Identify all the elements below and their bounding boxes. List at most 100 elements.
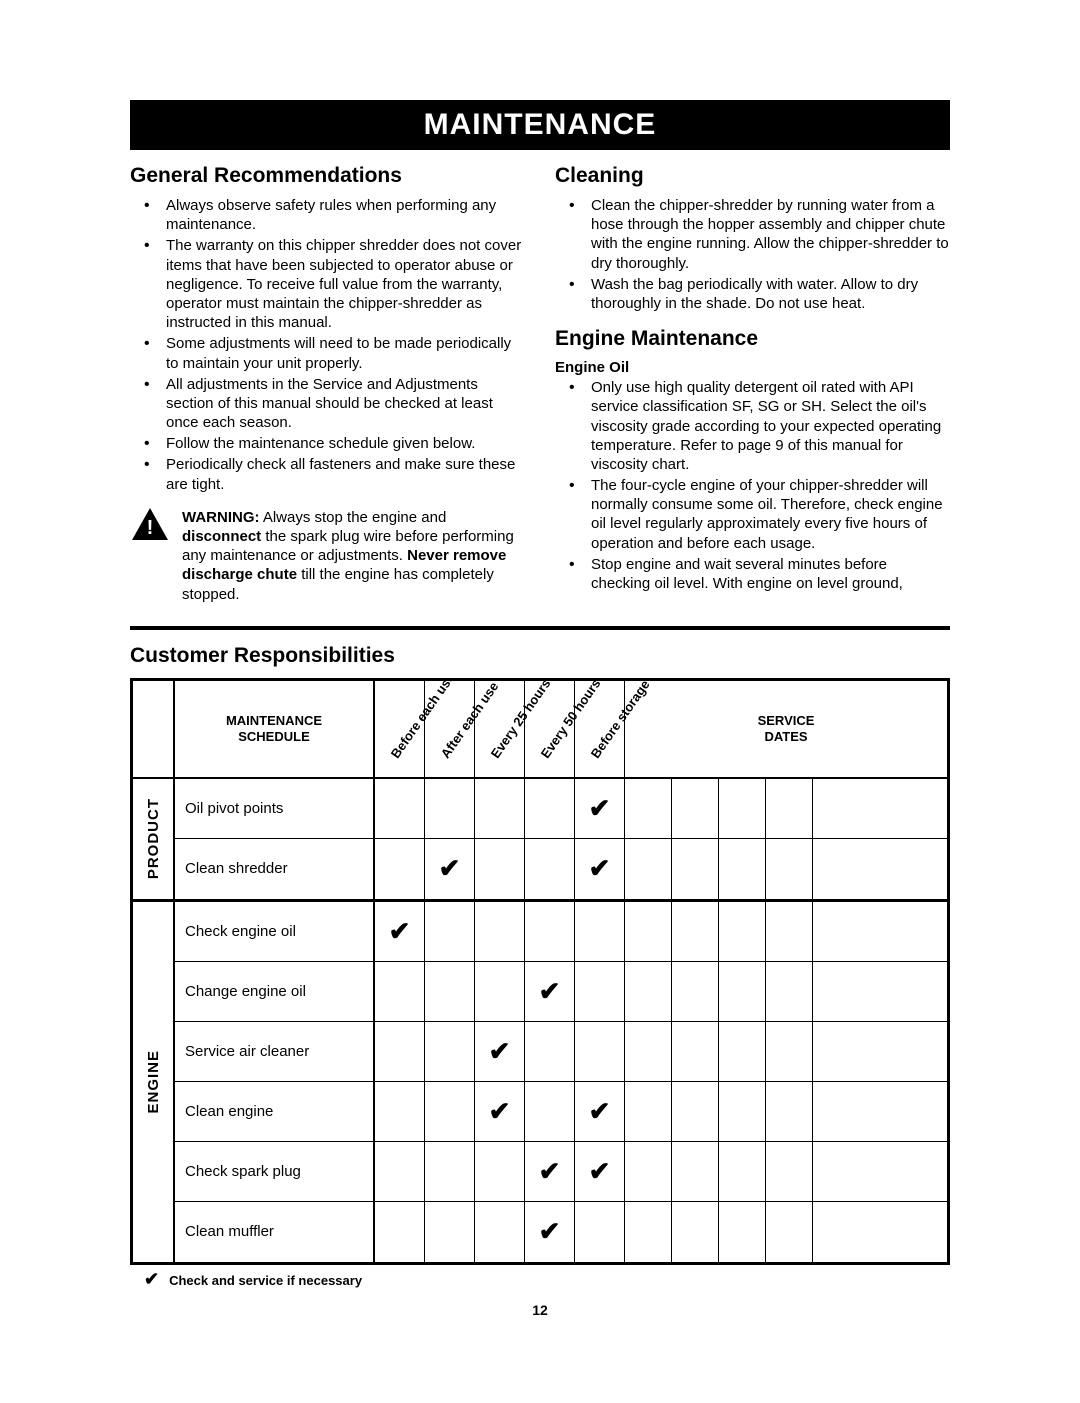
check-cell: ✔ — [575, 779, 625, 838]
page-number: 12 — [130, 1302, 950, 1318]
general-recommendations-heading: General Recommendations — [130, 164, 525, 188]
schedule-column-header: Every 25 hours — [475, 681, 525, 777]
schedule-column-header: Before each use — [375, 681, 425, 777]
section-vertical-label: PRODUCT — [133, 779, 175, 899]
check-cell: ✔ — [575, 839, 625, 899]
check-cell: ✔ — [475, 1022, 525, 1081]
check-cell — [425, 962, 475, 1021]
warning-triangle-icon: ! — [132, 508, 168, 540]
task-name-cell: Clean engine — [175, 1082, 375, 1141]
maintenance-schedule-table: MAINTENANCE SCHEDULE Before each useAfte… — [130, 678, 950, 1265]
check-cell — [575, 902, 625, 961]
check-cell — [575, 1202, 625, 1262]
service-date-cell — [672, 839, 719, 899]
list-item: Follow the maintenance schedule given be… — [166, 434, 525, 453]
check-cell — [375, 1142, 425, 1201]
check-cell — [375, 1202, 425, 1262]
check-cell — [375, 779, 425, 838]
service-date-cell — [672, 962, 719, 1021]
task-name-cell: Check engine oil — [175, 902, 375, 961]
check-cell — [475, 962, 525, 1021]
service-date-cell — [766, 1082, 813, 1141]
list-item: The four-cycle engine of your chipper-sh… — [591, 476, 950, 553]
check-cell — [425, 1022, 475, 1081]
section-label-text: PRODUCT — [145, 798, 162, 879]
table-row: Check spark plug✔✔ — [175, 1142, 947, 1202]
check-cell — [375, 839, 425, 899]
warning-block: ! WARNING: Always stop the engine and di… — [130, 508, 525, 604]
task-name-cell: Change engine oil — [175, 962, 375, 1021]
check-cell — [525, 779, 575, 838]
warning-label: WARNING: — [182, 509, 260, 526]
svg-text:!: ! — [147, 517, 154, 539]
section-label-text: ENGINE — [145, 1050, 162, 1114]
service-date-cell — [719, 779, 766, 838]
section-rows: Oil pivot points✔Clean shredder✔✔ — [175, 779, 947, 899]
table-row: Clean muffler ✔ — [175, 1202, 947, 1262]
check-cell: ✔ — [475, 1082, 525, 1141]
section-vertical-label: ENGINE — [133, 902, 175, 1262]
list-item: The warranty on this chipper shredder do… — [166, 236, 525, 332]
two-column-body: General Recommendations Always observe s… — [130, 164, 950, 604]
check-cell — [475, 779, 525, 838]
list-item: Only use high quality detergent oil rate… — [591, 378, 950, 474]
check-cell: ✔ — [575, 1082, 625, 1141]
check-cell — [425, 779, 475, 838]
engine-maintenance-list: Only use high quality detergent oil rate… — [555, 378, 950, 593]
warning-text: WARNING: Always stop the engine and disc… — [182, 508, 525, 604]
schedule-title-line1: MAINTENANCE — [226, 713, 322, 728]
service-date-cell — [625, 1022, 672, 1081]
schedule-column-header: Before storage — [575, 681, 625, 777]
table-row: Service air cleaner✔ — [175, 1022, 947, 1082]
list-item: Some adjustments will need to be made pe… — [166, 334, 525, 372]
check-cell: ✔ — [425, 839, 475, 899]
list-item: All adjustments in the Service and Adjus… — [166, 375, 525, 433]
check-cell — [425, 902, 475, 961]
check-cell: ✔ — [375, 902, 425, 961]
task-name-cell: Clean shredder — [175, 839, 375, 899]
service-date-cell — [813, 1082, 860, 1141]
service-date-cell — [766, 839, 813, 899]
service-date-cell — [766, 1022, 813, 1081]
service-date-cell — [813, 1202, 860, 1262]
schedule-header-row: MAINTENANCE SCHEDULE Before each useAfte… — [133, 681, 947, 779]
check-cell — [425, 1202, 475, 1262]
service-date-cell — [672, 779, 719, 838]
table-footnote: ✔Check and service if necessary — [130, 1269, 950, 1290]
left-column: General Recommendations Always observe s… — [130, 164, 525, 604]
task-name-cell: Oil pivot points — [175, 779, 375, 838]
service-title-line1: SERVICE — [758, 713, 815, 728]
service-date-cell — [813, 902, 860, 961]
service-dates-header: SERVICE DATES — [625, 681, 947, 777]
check-cell: ✔ — [525, 1202, 575, 1262]
service-date-cell — [625, 902, 672, 961]
warning-text-1: Always stop the engine and — [260, 509, 447, 526]
service-date-cell — [766, 902, 813, 961]
list-item: Always observe safety rules when perform… — [166, 196, 525, 234]
service-date-cell — [625, 1082, 672, 1141]
service-title-line2: DATES — [764, 729, 807, 744]
check-cell — [475, 902, 525, 961]
service-date-cell — [672, 902, 719, 961]
list-item: Periodically check all fasteners and mak… — [166, 455, 525, 493]
check-cell — [375, 1022, 425, 1081]
service-date-cell — [766, 779, 813, 838]
task-name-cell: Clean muffler — [175, 1202, 375, 1262]
service-date-cell — [813, 839, 860, 899]
service-date-cell — [766, 1202, 813, 1262]
list-item: Stop engine and wait several minutes bef… — [591, 555, 950, 593]
schedule-title-cell: MAINTENANCE SCHEDULE — [175, 681, 375, 777]
service-date-cell — [672, 1082, 719, 1141]
section-divider — [130, 626, 950, 630]
table-row: Change engine oil✔ — [175, 962, 947, 1022]
service-date-cell — [625, 839, 672, 899]
section-rows: Check engine oil✔Change engine oil✔Servi… — [175, 902, 947, 1262]
check-cell — [425, 1142, 475, 1201]
check-cell: ✔ — [575, 1142, 625, 1201]
general-recommendations-list: Always observe safety rules when perform… — [130, 196, 525, 494]
table-row: Clean shredder ✔ ✔ — [175, 839, 947, 899]
service-date-cell — [719, 962, 766, 1021]
service-date-cell — [813, 1142, 860, 1201]
list-item: Wash the bag periodically with water. Al… — [591, 275, 950, 313]
check-cell — [525, 902, 575, 961]
